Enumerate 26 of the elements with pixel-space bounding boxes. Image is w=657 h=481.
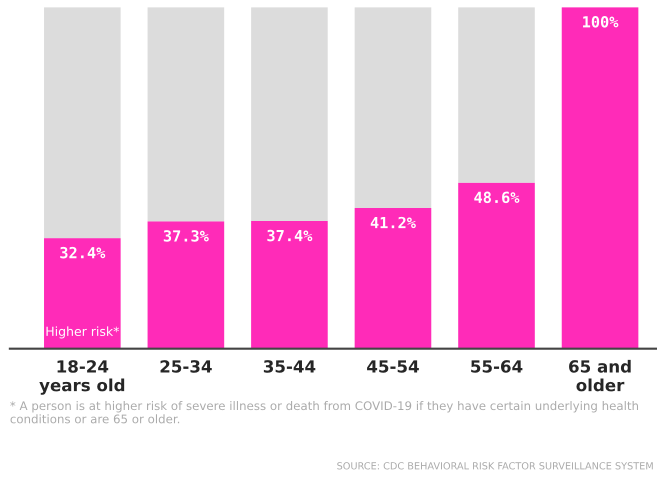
bar bbox=[458, 7, 535, 183]
bar bbox=[251, 221, 328, 349]
data-label: 37.4% bbox=[267, 230, 312, 242]
x-tick-label: 35-44 bbox=[264, 360, 316, 373]
bar bbox=[44, 7, 121, 238]
data-label: 37.3% bbox=[164, 230, 209, 242]
bar bbox=[251, 7, 328, 221]
data-label: 48.6% bbox=[474, 192, 520, 204]
x-tick-label: 65 and older bbox=[569, 360, 631, 392]
bar bbox=[458, 182, 535, 349]
x-tick-label: 45-54 bbox=[367, 360, 419, 373]
text: * A person is at higher risk of severe illness or death from COVID-19 if they have certain underlying health conditions or are 65 or older. bbox=[10, 401, 638, 424]
x-tick-label: 25-34 bbox=[160, 360, 212, 373]
bar bbox=[562, 7, 638, 349]
x-tick-label: 18-24 years old bbox=[39, 360, 124, 395]
bar bbox=[354, 208, 432, 349]
x-tick-label: 55-64 bbox=[471, 360, 522, 373]
bar bbox=[148, 221, 224, 349]
source-note: SOURCE: CDC BEHAVIORAL RISK FACTOR SURVEILLANCE SYSTEM bbox=[337, 462, 653, 470]
bar bbox=[148, 7, 224, 222]
data-label: 100% bbox=[583, 16, 618, 28]
data-label: 41.2% bbox=[370, 216, 416, 228]
data-label: 32.4% bbox=[60, 246, 106, 258]
series-label: Higher risk* bbox=[46, 326, 120, 338]
bar bbox=[44, 238, 121, 349]
bar bbox=[354, 7, 432, 208]
